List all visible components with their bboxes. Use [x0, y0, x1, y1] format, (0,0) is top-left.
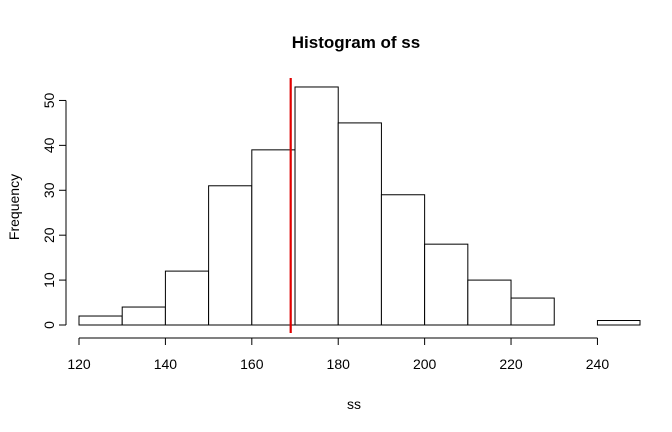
- y-tick-label-2: 20: [41, 227, 57, 243]
- histogram-bar-4: [251, 149, 296, 326]
- y-tick-label-0: 0: [41, 321, 57, 329]
- histogram-bar-10: [510, 297, 555, 326]
- x-tick-label-3: 180: [327, 356, 351, 372]
- bars-group: [78, 86, 641, 326]
- x-axis-label: ss: [347, 396, 361, 412]
- histogram-bar-9: [467, 279, 512, 326]
- y-axis: 0 10 20 30 40 50: [41, 92, 67, 329]
- x-tick-label-5: 220: [499, 356, 523, 372]
- x-tick-label-6: 240: [586, 356, 610, 372]
- x-axis: 120 140 160 180 200 220 240: [67, 337, 610, 372]
- histogram-bar-0: [78, 315, 123, 326]
- histogram-bar-3: [208, 185, 253, 326]
- histogram-bar-5: [294, 86, 339, 326]
- x-tick-label-4: 200: [413, 356, 437, 372]
- histogram-bar-1: [121, 306, 166, 326]
- histogram-bar-6: [337, 122, 382, 326]
- y-tick-label-1: 10: [41, 272, 57, 288]
- x-tick-label-1: 140: [154, 356, 178, 372]
- y-tick-label-5: 50: [41, 92, 57, 108]
- y-tick-label-4: 40: [41, 137, 57, 153]
- x-tick-label-2: 160: [240, 356, 264, 372]
- histogram-bar-2: [164, 270, 210, 326]
- histogram-bar-7: [380, 194, 426, 326]
- histogram-bar-8: [424, 243, 469, 326]
- x-tick-label-0: 120: [67, 356, 91, 372]
- chart-title: Histogram of ss: [292, 33, 420, 52]
- y-tick-label-3: 30: [41, 182, 57, 198]
- y-axis-label: Frequency: [6, 174, 22, 240]
- histogram-bar-12: [596, 320, 641, 326]
